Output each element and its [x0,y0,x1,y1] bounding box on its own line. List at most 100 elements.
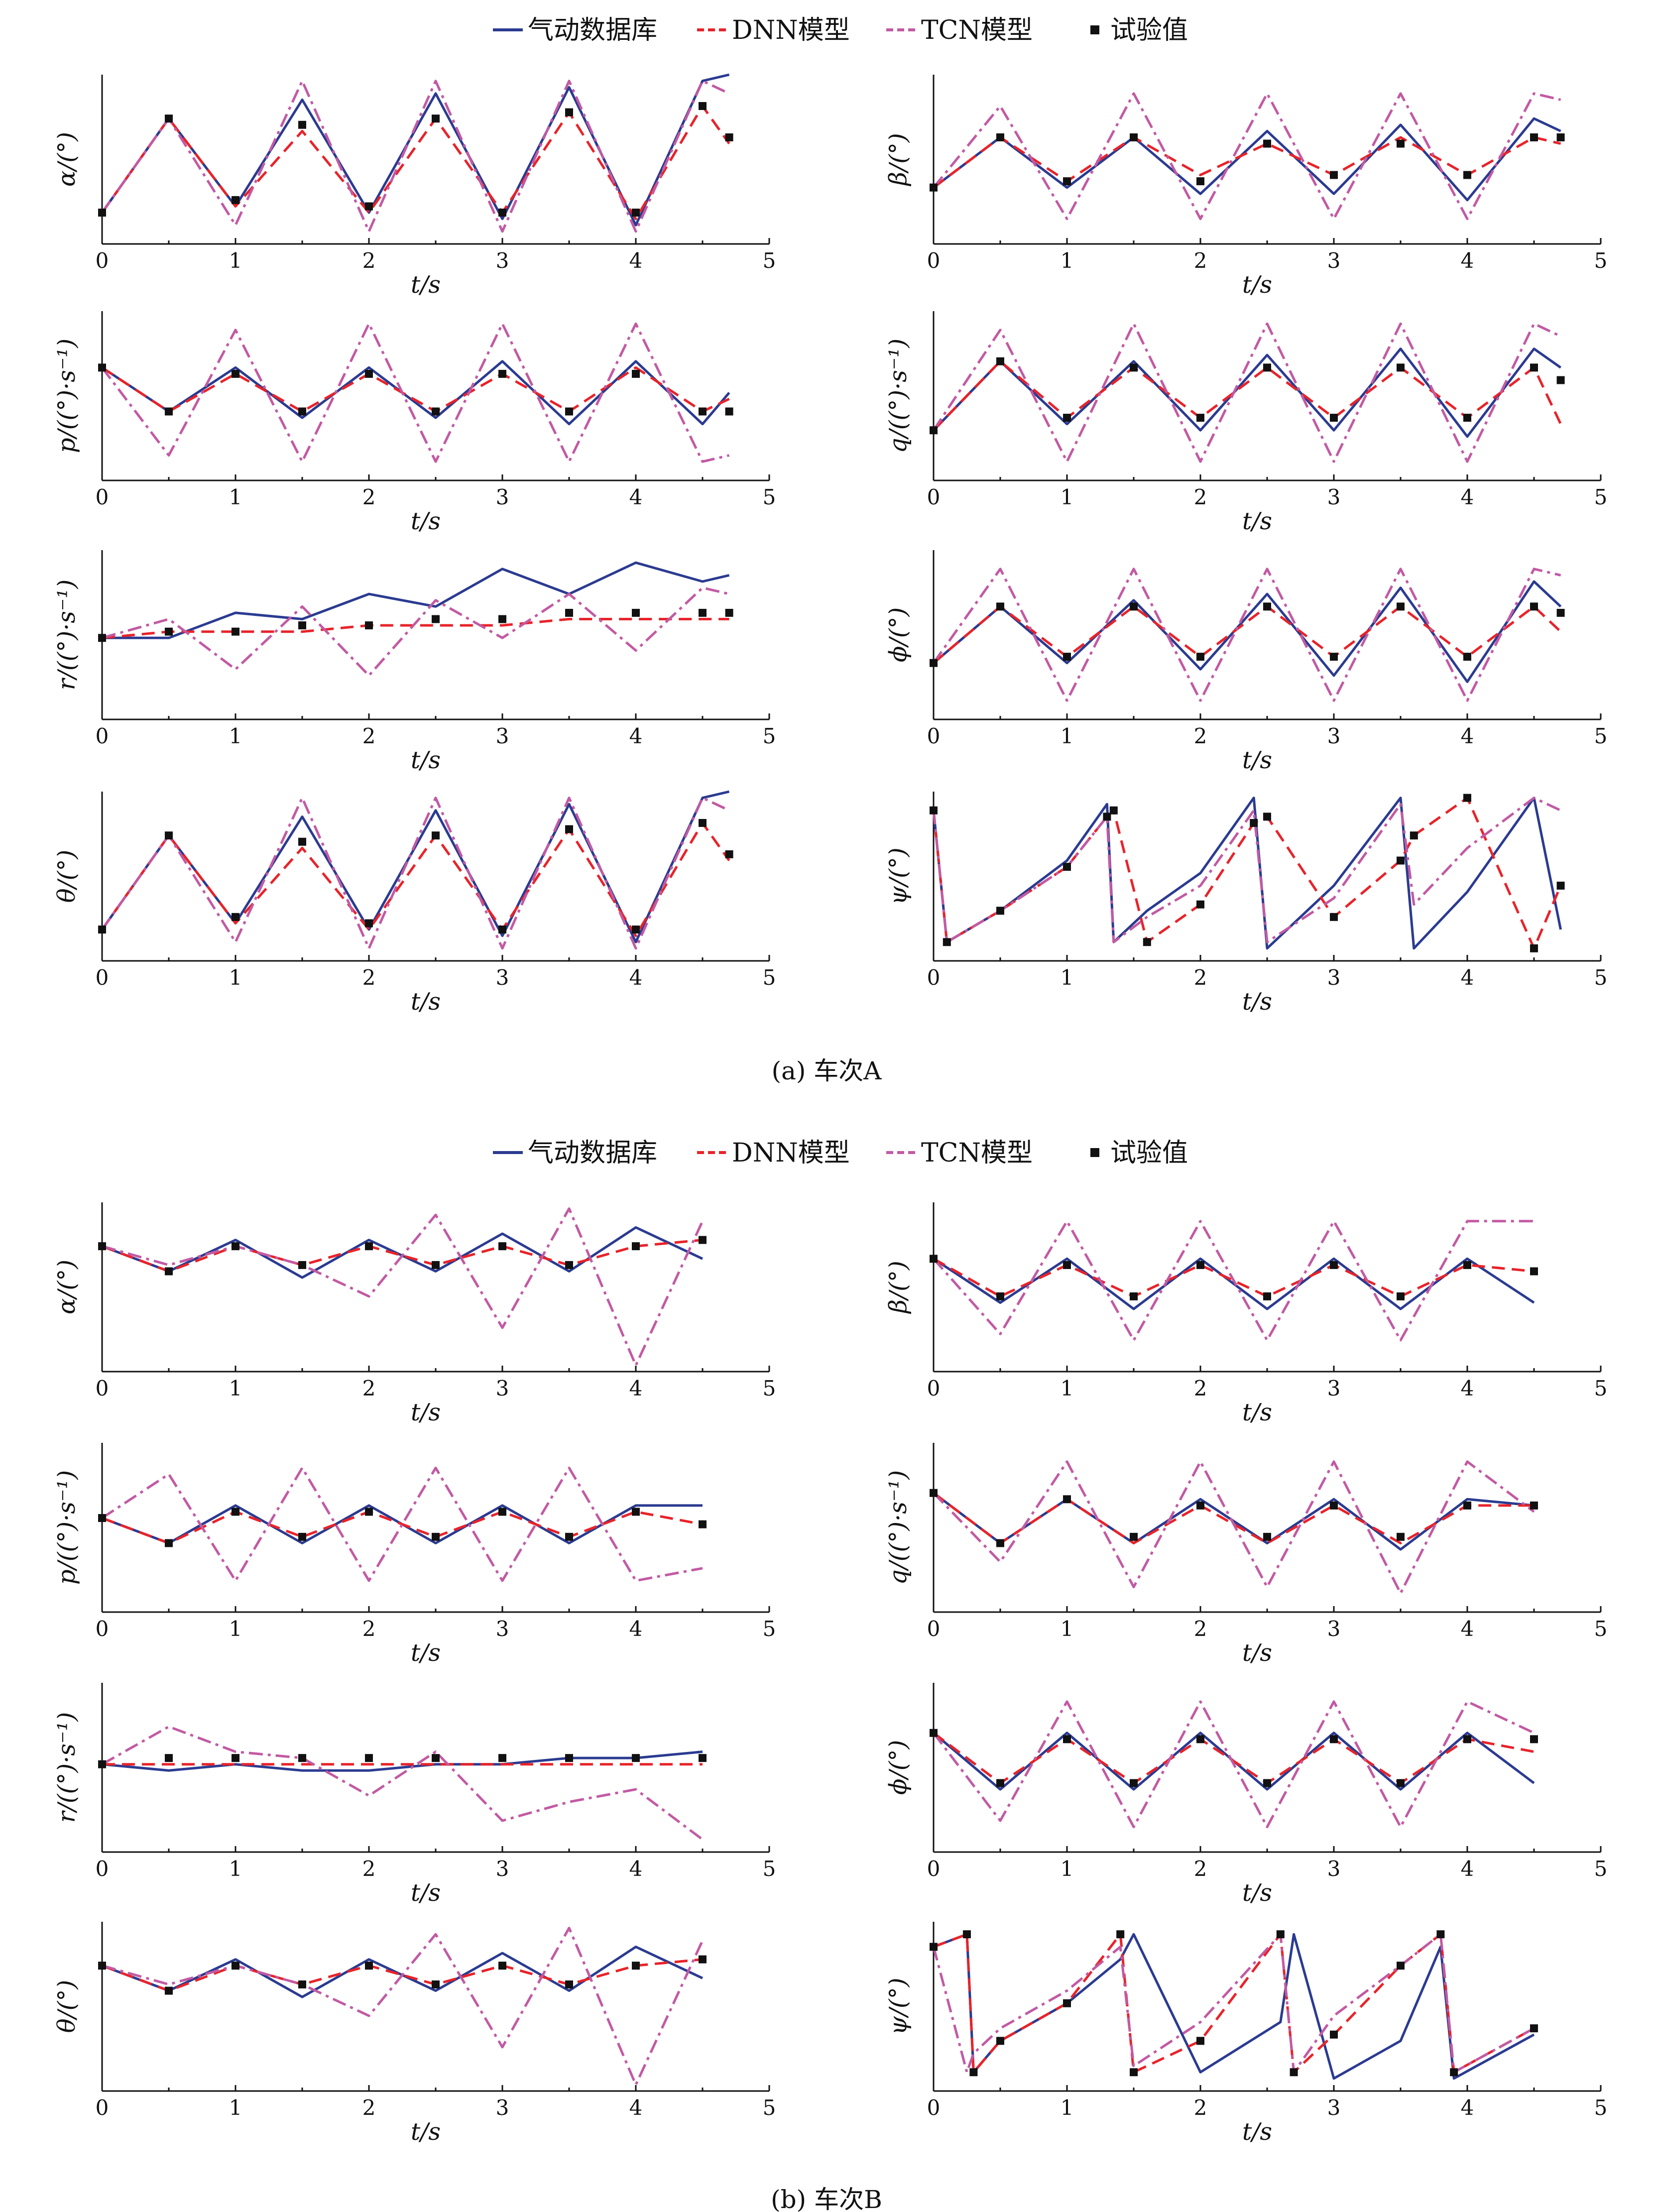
x-tick-label: 4 [1461,724,1474,748]
x-tick-label: 1 [229,248,242,273]
data-point [1109,806,1118,815]
data-point [165,1267,173,1276]
data-point [1556,881,1565,890]
data-point [1250,818,1258,827]
data-point [1530,602,1538,611]
x-axis-title: t/s [1242,746,1272,774]
data-point [432,615,440,623]
x-tick-label: 4 [629,2096,643,2120]
data-point [1463,1501,1471,1510]
data-point [1130,1292,1138,1300]
x-tick-label: 0 [96,1857,109,1881]
x-tick-label: 4 [1461,1857,1474,1881]
x-tick-label: 3 [1327,1857,1341,1881]
x-tick-label: 3 [496,724,509,748]
data-point [498,209,506,217]
data-point [1330,1735,1338,1744]
x-tick-label: 2 [362,1617,376,1641]
data-point [632,209,640,217]
x-tick-label: 5 [1594,248,1608,273]
data-point [365,1754,373,1762]
data-point [365,202,373,211]
data-point [165,1986,173,1995]
data-point [565,407,573,416]
data-point [565,108,573,116]
data-point [98,209,106,217]
legend-b: 气动数据库 DNN模型 TCN模型 试验值 [493,1138,1188,1168]
data-point [365,1508,373,1516]
x-tick-label: 2 [1194,248,1207,273]
x-tick-label: 1 [1061,724,1074,748]
data-point [232,1754,239,1762]
data-point [1063,177,1071,186]
data-point [1196,2037,1204,2045]
data-point [1063,653,1071,661]
x-tick-label: 3 [1327,1617,1341,1641]
data-point [943,938,951,946]
x-tick-label: 5 [763,1617,776,1641]
data-point [725,850,733,858]
data-point [699,818,707,827]
data-point [1063,1495,1071,1504]
data-point [565,1261,573,1269]
data-point [1263,1292,1271,1300]
data-point [565,825,573,833]
data-point [232,913,239,921]
x-tick-label: 1 [229,1376,242,1400]
legend-label: 试验值 [1110,1138,1188,1168]
data-point [1397,1779,1405,1787]
x-axis-title: t/s [411,1398,441,1426]
x-tick-label: 1 [229,1617,242,1641]
series-line [102,1927,704,2086]
data-point [1463,171,1471,179]
chart-B-beta: 0 1 2 3 4 5 t/s β/(°) [884,1202,1607,1426]
x-tick-label: 2 [362,2096,376,2120]
x-tick-label: 3 [1327,965,1341,990]
series-line [933,1700,1535,1829]
x-tick-label: 0 [927,1617,941,1641]
data-point [432,1754,440,1762]
data-point [725,133,733,141]
series-line [101,790,730,943]
data-point [963,1930,971,1939]
data-point [632,1962,640,1970]
x-tick-label: 5 [763,1857,776,1881]
x-axis-title: t/s [1242,2118,1272,2146]
data-point [699,1520,707,1528]
data-point [930,1255,938,1263]
data-point [930,806,938,815]
legend-a: 气动数据库 DNN模型 TCN模型 试验值 [493,15,1188,45]
x-axis-title: t/s [411,988,441,1016]
data-point [1530,2024,1538,2033]
data-point [232,1242,239,1251]
data-point [930,183,938,192]
data-point [1410,831,1418,840]
y-axis-title: r/((°)·s⁻¹) [53,580,81,691]
series-line [102,1226,704,1279]
legend-entry: DNN模型 [697,1138,850,1168]
data-point [699,1236,707,1244]
data-point [365,621,373,630]
data-point [98,363,106,372]
data-point [996,357,1004,365]
x-tick-label: 0 [927,724,941,748]
x-tick-label: 0 [96,248,109,273]
series-line [102,1207,704,1367]
data-point [996,907,1004,915]
series-line [933,1257,1535,1310]
chart-B-psi: 0 1 2 3 4 5 t/s ψ/(°) [884,1922,1607,2146]
y-axis-title: q/((°)·s⁻¹) [884,339,912,453]
x-axis-title: t/s [1242,1398,1272,1426]
series-line [102,586,730,677]
data-point [632,1754,640,1762]
y-axis-title: β/(°) [884,1261,912,1314]
data-point [1530,1267,1538,1276]
data-point [930,1489,938,1497]
series-line [102,618,729,639]
legend-entry: DNN模型 [697,15,850,45]
legend-entry: 试验值 [1090,1138,1188,1168]
data-point [365,1242,373,1251]
data-point [1397,1962,1405,1970]
data-point [1463,794,1471,802]
data-point [1103,813,1111,821]
